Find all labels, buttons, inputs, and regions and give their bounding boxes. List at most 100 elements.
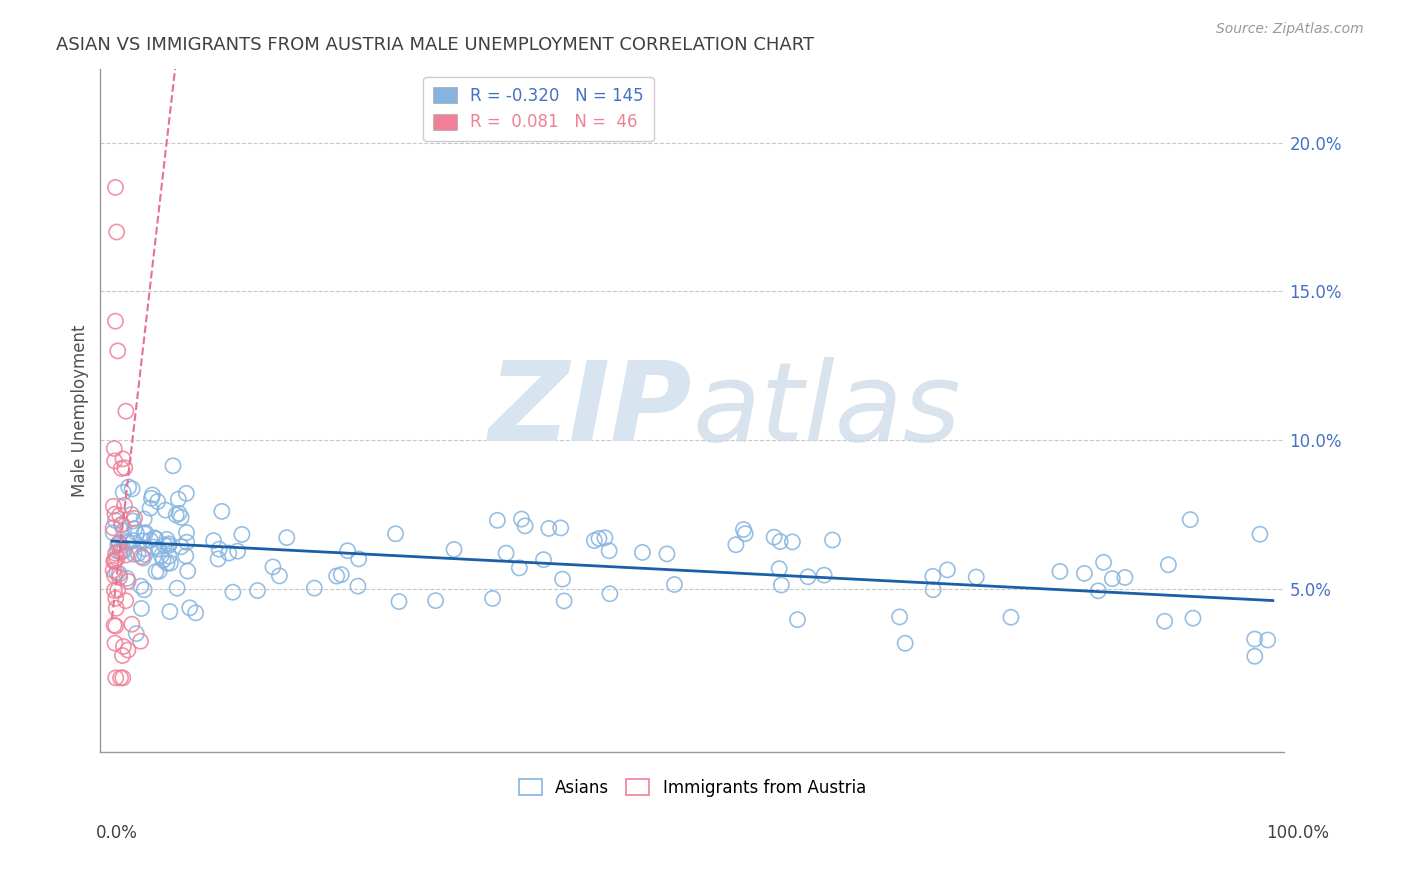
Point xyxy=(104,514,127,528)
Point xyxy=(111,451,134,466)
Point xyxy=(110,461,132,475)
Point xyxy=(222,585,245,599)
Text: atlas: atlas xyxy=(692,357,962,464)
Point xyxy=(162,458,184,473)
Point xyxy=(202,533,225,548)
Point xyxy=(176,486,198,500)
Point xyxy=(145,565,167,579)
Point xyxy=(226,544,249,558)
Point xyxy=(114,460,136,475)
Text: ASIAN VS IMMIGRANTS FROM AUSTRIA MALE UNEMPLOYMENT CORRELATION CHART: ASIAN VS IMMIGRANTS FROM AUSTRIA MALE UN… xyxy=(56,36,814,54)
Point xyxy=(165,508,187,522)
Point xyxy=(889,610,911,624)
Point xyxy=(104,636,127,650)
Point xyxy=(159,605,181,619)
Point xyxy=(103,442,125,456)
Point xyxy=(1157,558,1180,572)
Point xyxy=(495,546,517,560)
Point xyxy=(384,526,406,541)
Point xyxy=(134,525,156,540)
Point xyxy=(121,617,143,632)
Point xyxy=(104,314,127,328)
Point xyxy=(103,568,125,582)
Point xyxy=(1073,566,1095,581)
Point xyxy=(156,556,179,570)
Point xyxy=(110,671,132,685)
Point xyxy=(103,555,125,569)
Point xyxy=(108,544,131,558)
Point xyxy=(588,532,610,546)
Point xyxy=(553,594,575,608)
Point xyxy=(218,546,240,560)
Point xyxy=(655,547,678,561)
Point xyxy=(1087,583,1109,598)
Point xyxy=(107,343,129,358)
Point xyxy=(347,579,370,593)
Point xyxy=(110,518,132,533)
Point xyxy=(208,542,231,557)
Point xyxy=(132,533,155,548)
Point xyxy=(176,525,198,540)
Text: Source: ZipAtlas.com: Source: ZipAtlas.com xyxy=(1216,22,1364,37)
Point xyxy=(325,569,347,583)
Point xyxy=(177,564,200,578)
Point xyxy=(122,533,145,548)
Point xyxy=(269,569,291,583)
Point xyxy=(134,582,156,597)
Point xyxy=(101,521,124,535)
Point xyxy=(156,533,179,547)
Point xyxy=(1181,611,1204,625)
Point xyxy=(105,601,128,615)
Text: 100.0%: 100.0% xyxy=(1265,824,1329,842)
Point xyxy=(763,530,786,544)
Point xyxy=(786,613,808,627)
Point xyxy=(510,512,533,526)
Point xyxy=(724,538,747,552)
Point xyxy=(101,525,124,540)
Point xyxy=(246,583,269,598)
Text: 0.0%: 0.0% xyxy=(96,824,138,842)
Point xyxy=(176,535,198,549)
Point xyxy=(134,512,156,526)
Point xyxy=(134,547,156,561)
Point xyxy=(125,525,148,540)
Point xyxy=(145,532,167,546)
Point xyxy=(112,485,135,500)
Point xyxy=(103,618,125,632)
Point xyxy=(141,491,163,506)
Point xyxy=(1092,555,1115,569)
Point xyxy=(276,531,298,545)
Point xyxy=(768,562,790,576)
Point xyxy=(111,544,134,558)
Point xyxy=(170,540,193,554)
Point xyxy=(105,551,128,566)
Point xyxy=(131,601,153,615)
Point xyxy=(127,547,149,561)
Point xyxy=(513,519,536,533)
Point xyxy=(207,552,229,566)
Point xyxy=(1257,632,1279,647)
Point xyxy=(131,549,153,564)
Point xyxy=(103,583,125,598)
Point xyxy=(425,593,447,607)
Point xyxy=(734,526,756,541)
Point xyxy=(105,225,128,239)
Point xyxy=(551,572,574,586)
Point xyxy=(770,578,793,592)
Point xyxy=(894,636,917,650)
Point xyxy=(115,404,138,418)
Point xyxy=(103,454,125,468)
Point xyxy=(170,510,193,524)
Legend: Asians, Immigrants from Austria: Asians, Immigrants from Austria xyxy=(510,771,875,805)
Point xyxy=(813,568,835,582)
Point xyxy=(118,480,141,494)
Point xyxy=(112,524,135,538)
Point xyxy=(347,552,370,566)
Point xyxy=(1049,565,1071,579)
Point xyxy=(104,553,127,567)
Point xyxy=(114,593,136,607)
Point xyxy=(782,534,804,549)
Point xyxy=(152,553,174,567)
Point xyxy=(103,500,125,514)
Point xyxy=(262,560,284,574)
